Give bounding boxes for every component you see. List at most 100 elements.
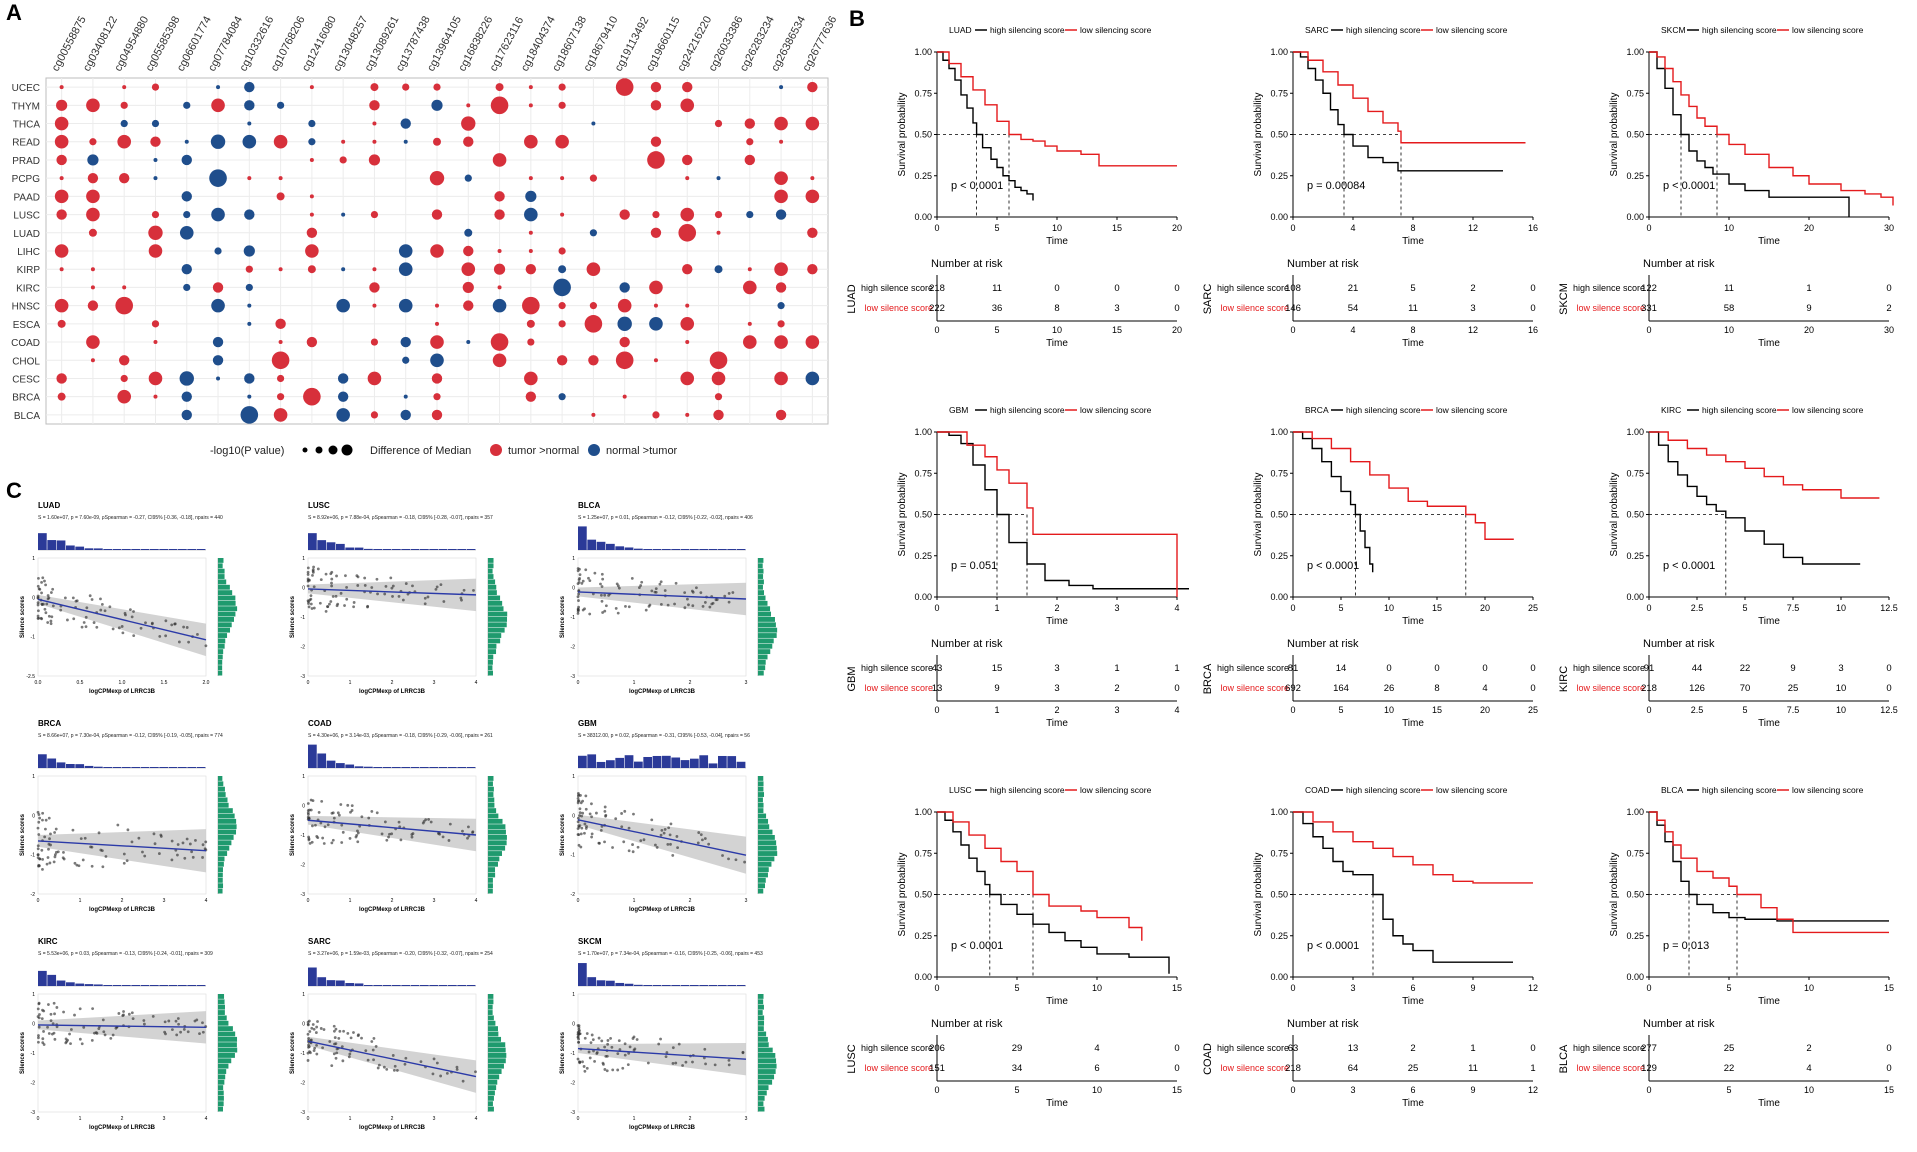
scatter-point xyxy=(332,1052,336,1056)
risk-high-label: high silence score xyxy=(1217,1043,1289,1053)
right-hist-bar xyxy=(218,1053,235,1058)
km-x-axis-title: Time xyxy=(1758,996,1780,1007)
scatter-point xyxy=(431,1072,435,1076)
scatter-point xyxy=(127,1012,131,1016)
top-hist-bar xyxy=(606,543,615,550)
bubble xyxy=(148,244,163,258)
scatter-x-axis-title: logCPMexp of LRRC3B xyxy=(359,1125,426,1131)
right-hist-bar xyxy=(758,1095,765,1101)
risk-x-tick-label: 30 xyxy=(1884,325,1894,335)
scatter-title: LUSC xyxy=(308,501,330,510)
scatter-point xyxy=(65,1040,68,1044)
km-curve-low xyxy=(937,431,1178,597)
top-hist-bar xyxy=(578,755,587,768)
scatter-point xyxy=(64,1037,68,1041)
scatter-point xyxy=(71,596,75,600)
scatter-point xyxy=(352,601,356,604)
risk-x-tick-label: 4 xyxy=(1350,325,1355,335)
bubble xyxy=(88,228,97,237)
bubble xyxy=(56,154,67,166)
bubble xyxy=(527,338,535,346)
bubble xyxy=(87,300,99,311)
scatter-point xyxy=(50,615,54,619)
scatter-point xyxy=(366,1058,370,1062)
scatter-point xyxy=(126,828,130,832)
scatter-x-tick-label: 0.5 xyxy=(77,680,84,686)
km-x-axis-title: Time xyxy=(1046,236,1068,247)
bubble xyxy=(181,409,192,421)
scatter-point xyxy=(38,816,42,820)
km-x-axis-title: Time xyxy=(1758,236,1780,247)
scatter-point xyxy=(336,811,340,815)
bubble xyxy=(181,191,192,202)
scatter-point xyxy=(38,1013,41,1016)
risk-value-low: 58 xyxy=(1724,303,1735,314)
scatter-point xyxy=(614,817,618,821)
right-hist-bar xyxy=(218,994,225,999)
scatter-point xyxy=(62,850,65,854)
scatter-point xyxy=(627,849,631,853)
risk-value-low: 331 xyxy=(1641,303,1657,314)
scatter-point xyxy=(635,1038,639,1041)
scatter-point xyxy=(103,1033,107,1037)
bubble xyxy=(588,355,599,366)
scatter-point xyxy=(37,813,41,816)
panel-label-c: C xyxy=(6,478,22,503)
km-plot-kirc: KIRC high silencing score low silencing sc… xyxy=(1558,405,1898,729)
scatter-point xyxy=(631,850,635,854)
bubble xyxy=(490,96,509,115)
scatter-point xyxy=(371,1048,375,1052)
scatter-point xyxy=(455,1068,459,1071)
right-hist-bar xyxy=(758,1063,777,1069)
scatter-y-tick-label: 1 xyxy=(572,774,575,780)
risk-value-high: 0 xyxy=(1886,1043,1891,1054)
km-y-tick-label: 1.00 xyxy=(1626,427,1644,437)
right-hist-bar xyxy=(488,627,505,633)
risk-low-label: low silence score xyxy=(1220,303,1289,313)
scatter-point xyxy=(318,601,322,605)
km-curve-high xyxy=(1293,811,1513,963)
scatter-point xyxy=(130,840,134,844)
bubble xyxy=(647,151,665,169)
scatter-point xyxy=(605,1054,609,1058)
risk-value-low: 6 xyxy=(1094,1063,1099,1074)
top-hist-bar xyxy=(122,985,131,986)
km-plot-skcm: SKCM high silencing score low silencing sc… xyxy=(1558,25,1894,349)
scatter-point xyxy=(583,831,586,835)
bubble xyxy=(678,223,697,242)
scatter-point xyxy=(658,582,662,586)
risk-cancer-label: LUAD xyxy=(847,284,858,313)
risk-value-low: 34 xyxy=(1012,1063,1023,1074)
scatter-point xyxy=(41,867,44,871)
scatter-point xyxy=(367,816,371,820)
right-hist-bar xyxy=(218,851,228,856)
scatter-point xyxy=(330,811,334,815)
right-hist-bar xyxy=(488,1058,506,1064)
scatter-point xyxy=(346,1031,350,1035)
scatter-x-tick-label: 0 xyxy=(577,1116,580,1122)
bubble xyxy=(685,176,690,181)
bubble xyxy=(87,172,99,184)
top-hist-bar xyxy=(448,549,457,550)
scatter-x-axis-title: logCPMexp of LRRC3B xyxy=(89,907,156,913)
scatter-point xyxy=(111,1033,115,1037)
scatter-point xyxy=(324,572,328,576)
scatter-point xyxy=(315,1025,319,1029)
scatter-point xyxy=(331,595,335,598)
bubble xyxy=(214,247,222,255)
scatter-point xyxy=(306,584,310,588)
risk-x-axis-title: Time xyxy=(1046,338,1068,349)
scatter-point xyxy=(329,600,333,603)
bubble xyxy=(431,373,443,384)
scatter-y-tick-label: -3 xyxy=(571,1110,576,1116)
top-hist-bar xyxy=(364,985,373,986)
right-hist-bar xyxy=(758,808,764,814)
scatter-point xyxy=(97,1027,101,1031)
km-x-tick-label: 20 xyxy=(1804,223,1814,233)
scatter-point xyxy=(622,840,626,844)
bubble xyxy=(746,138,754,146)
scatter-point xyxy=(47,842,51,846)
bubble xyxy=(122,285,127,290)
top-hist-bar xyxy=(718,549,727,550)
